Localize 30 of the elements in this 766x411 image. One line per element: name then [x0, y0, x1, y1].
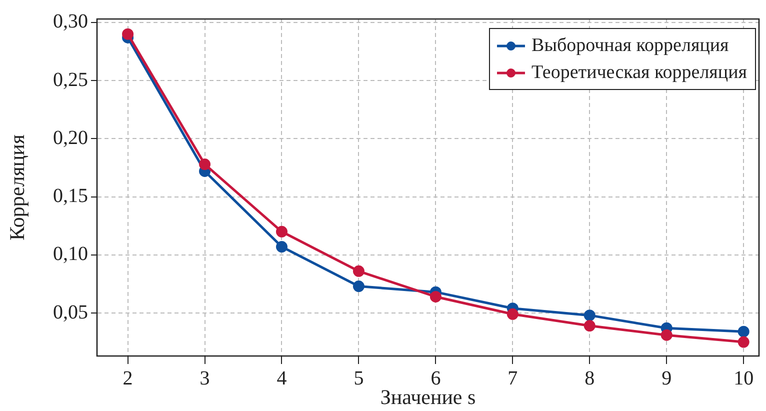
point — [199, 158, 211, 170]
point — [276, 241, 288, 253]
point — [122, 28, 134, 40]
y-tick-label: 0,10 — [53, 243, 88, 266]
x-tick-label: 5 — [354, 367, 364, 390]
x-tick-label: 7 — [508, 367, 518, 390]
legend-label: Выборочная корреляция — [532, 34, 729, 58]
point — [352, 265, 364, 277]
x-tick-label: 8 — [584, 367, 595, 390]
point — [660, 329, 672, 341]
y-tick-label: 0,15 — [53, 185, 88, 208]
x-tick-label: 3 — [200, 367, 210, 390]
x-tick-label: 9 — [662, 367, 672, 390]
y-tick-label: 0,25 — [53, 68, 88, 91]
y-tick-label: 0,20 — [53, 126, 88, 149]
point — [738, 336, 750, 348]
legend-label: Теоретическая корреляция — [532, 61, 747, 85]
x-tick-label: 4 — [276, 367, 287, 390]
point — [506, 308, 518, 320]
point — [584, 320, 596, 332]
y-tick-label: 0,05 — [53, 301, 88, 324]
point — [276, 226, 288, 238]
point — [430, 290, 442, 302]
y-tick-label: 0,30 — [53, 10, 88, 33]
x-tick-label: 2 — [122, 367, 133, 390]
x-tick-label: 10 — [734, 367, 754, 390]
point — [584, 310, 596, 322]
point — [352, 280, 364, 292]
point — [738, 326, 750, 338]
y-axis-title: Корреляция — [5, 134, 30, 241]
